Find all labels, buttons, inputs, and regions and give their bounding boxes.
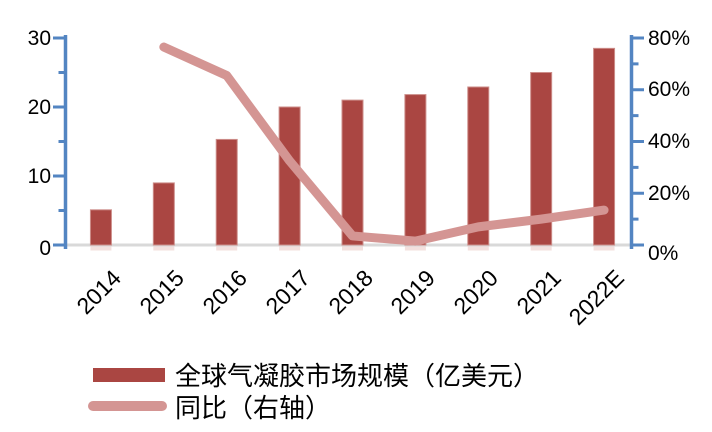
bar-2021 (530, 72, 553, 246)
left-tick-label-30: 30 (27, 26, 51, 50)
left-tick-label-10: 10 (27, 164, 51, 188)
bar-reflection-2014 (90, 246, 112, 251)
left-tick-label-0: 0 (39, 236, 51, 260)
legend-label-1: 同比（右轴） (175, 394, 332, 423)
legend-swatch-bar (93, 368, 165, 382)
bar-reflection-2019 (404, 246, 426, 251)
right-tick-label-20%: 20% (648, 181, 691, 205)
bar-2018 (341, 99, 364, 246)
bar-2014 (89, 209, 112, 246)
bar-reflection-2018 (342, 246, 363, 251)
bar-2016 (215, 138, 238, 246)
right-tick-label-60%: 60% (648, 78, 691, 102)
bar-reflection-2015 (153, 246, 175, 251)
bar-2020 (467, 86, 490, 246)
bar-2022E (593, 47, 616, 246)
left-tick-label-20: 20 (27, 95, 51, 119)
right-tick-label-80%: 80% (648, 26, 691, 50)
bar-2015 (152, 182, 175, 246)
bar-reflection-2021 (530, 246, 552, 251)
yoy-line (159, 42, 609, 246)
bar-2019 (404, 94, 427, 246)
legend-swatch-line (88, 401, 167, 411)
right-tick-label-40%: 40% (648, 130, 691, 153)
bar-reflection-2020 (467, 246, 489, 251)
right-tick-label-0%: 0% (648, 241, 679, 265)
bar-reflection-2022E (593, 246, 615, 251)
bar-reflection-2016 (216, 246, 238, 251)
legend-label-0: 全球气凝胶市场规模（亿美元） (175, 362, 540, 391)
bar-reflection-2017 (279, 246, 301, 251)
